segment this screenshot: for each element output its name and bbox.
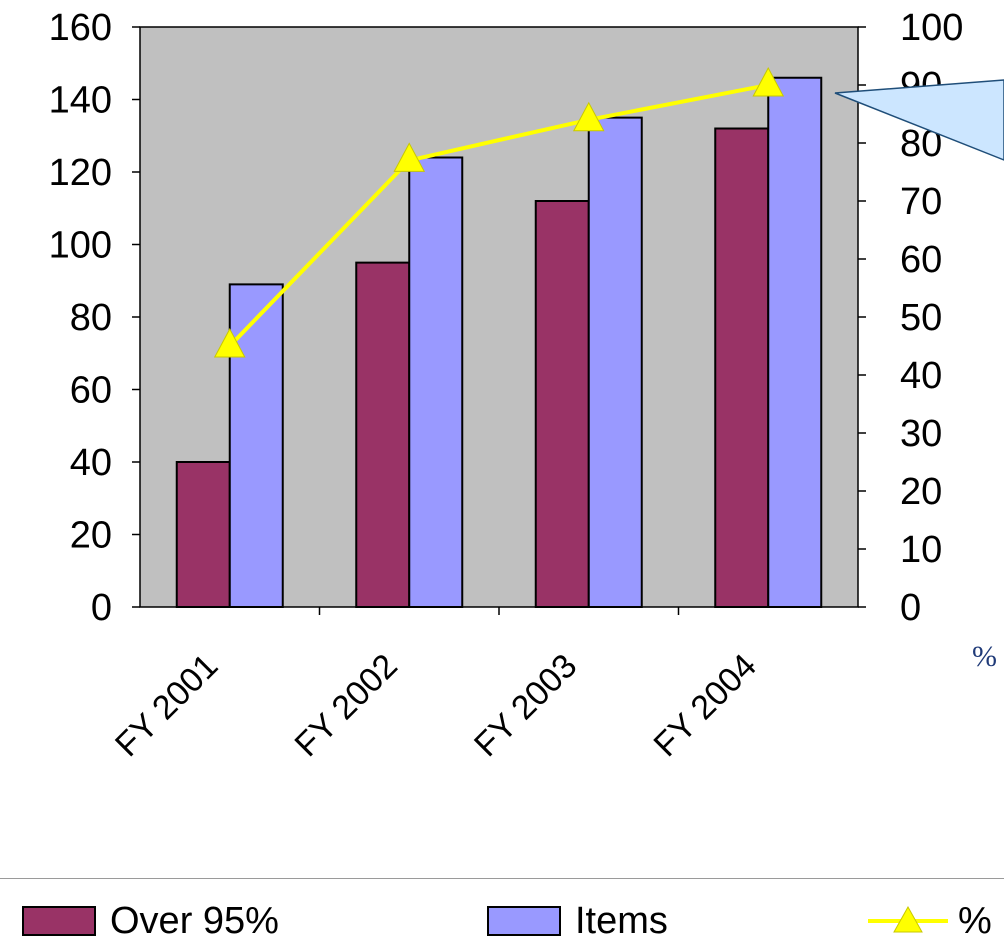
- over-95-swatch: [22, 906, 96, 936]
- right-tick-label: 0: [900, 587, 921, 629]
- bar-items: [228, 283, 284, 608]
- bar-items: [408, 156, 464, 608]
- category-labels: FY 2001 FY 2002 FY 2003 FY 2004: [108, 647, 764, 764]
- legend-label-over-95: Over 95%: [110, 899, 279, 942]
- left-tick-label: 120: [49, 152, 112, 194]
- left-tick-label: 40: [70, 442, 112, 484]
- bar-items: [767, 76, 823, 608]
- right-tick-label: 30: [900, 413, 942, 455]
- x-axis-ticks: [318, 607, 680, 615]
- right-tick-label: 40: [900, 355, 942, 397]
- legend-item-percent: %: [866, 899, 992, 942]
- bar-items: [587, 116, 643, 608]
- category-label: FY 2004: [647, 647, 764, 764]
- percent-line-swatch: [868, 905, 948, 933]
- legend-item-items: Items: [487, 899, 668, 942]
- legend: Over 95% Items %: [0, 878, 1004, 942]
- category-label: FY 2001: [108, 647, 225, 764]
- left-tick-label: 60: [70, 370, 112, 412]
- percent-annotation: %: [972, 640, 997, 673]
- bar-over-95: [355, 261, 411, 608]
- bar-over-95: [714, 127, 770, 608]
- left-axis-ticks: 0 20 40 60 80 100 120 140 160: [49, 7, 140, 629]
- callout-shape: [834, 79, 1004, 161]
- right-tick-label: 10: [900, 529, 942, 571]
- left-tick-label: 80: [70, 297, 112, 339]
- right-tick-label: 70: [900, 181, 942, 223]
- left-tick-label: 160: [49, 7, 112, 49]
- percent-marker: [572, 101, 605, 132]
- right-tick-label: 100: [900, 7, 963, 49]
- bar-over-95: [534, 200, 590, 608]
- percent-marker: [752, 66, 785, 97]
- percent-marker: [393, 142, 426, 172]
- category-label: FY 2003: [467, 647, 584, 764]
- percent-line-path: [228, 83, 769, 348]
- percent-line: [213, 66, 785, 358]
- right-tick-label: 20: [900, 471, 942, 513]
- legend-label-items: Items: [575, 899, 668, 942]
- bars: [175, 76, 823, 608]
- left-tick-label: 0: [91, 587, 112, 629]
- legend-marker: [893, 905, 923, 933]
- bar-over-95: [175, 461, 231, 608]
- left-tick-label: 100: [49, 225, 112, 267]
- right-tick-label: 50: [900, 297, 942, 339]
- category-label: FY 2002: [288, 647, 405, 764]
- legend-item-over-95: Over 95%: [22, 899, 279, 942]
- left-tick-label: 20: [70, 515, 112, 557]
- right-tick-label: 60: [900, 239, 942, 281]
- legend-label-percent: %: [958, 899, 992, 942]
- percent-marker: [213, 327, 246, 358]
- left-tick-label: 140: [49, 80, 112, 122]
- items-swatch: [487, 906, 561, 936]
